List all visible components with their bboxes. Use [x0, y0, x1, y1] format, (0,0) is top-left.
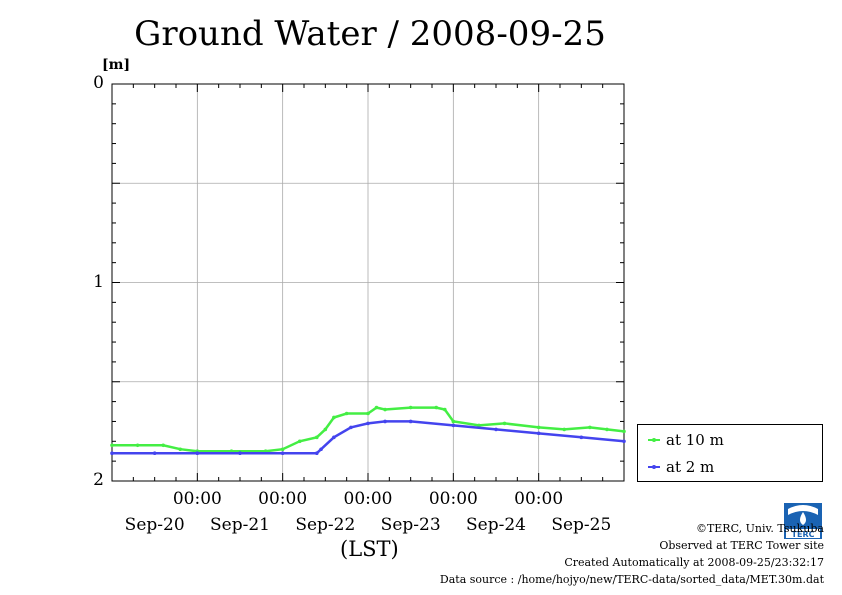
x-tick-time-label: 00:00 [343, 489, 393, 509]
data-point [344, 411, 349, 416]
terc-logo-text: TERC [792, 530, 815, 539]
data-point [110, 451, 114, 456]
data-point [280, 447, 285, 452]
y-axis-unit: [m] [102, 57, 131, 73]
data-point [605, 427, 609, 432]
data-point [280, 451, 285, 456]
data-point [588, 425, 592, 430]
footer-created: Created Automatically at 2008-09-25/23:3… [564, 556, 824, 569]
data-point [383, 407, 387, 412]
data-point [332, 415, 336, 420]
x-tick-time-label: 00:00 [428, 489, 478, 509]
data-point [579, 435, 584, 440]
data-point [323, 427, 328, 432]
data-point [383, 419, 387, 424]
x-tick-date-label: Sep-22 [295, 515, 356, 535]
data-point [135, 443, 140, 448]
data-point [238, 451, 242, 456]
y-tick-label: 2 [93, 470, 104, 490]
legend-label-10m: at 10 m [666, 431, 724, 449]
data-point [195, 451, 200, 456]
data-point [315, 451, 319, 456]
y-tick-label: 0 [93, 73, 104, 93]
data-point [477, 423, 481, 428]
data-point [178, 447, 183, 452]
data-point [408, 419, 413, 424]
terc-logo-icon: TERC [784, 503, 822, 539]
legend: at 10 m at 2 m [637, 424, 823, 482]
data-point [349, 425, 353, 430]
x-tick-date-label: Sep-23 [380, 515, 441, 535]
x-tick-date-label: Sep-25 [551, 515, 612, 535]
y-tick-label: 1 [93, 271, 104, 292]
data-point [366, 421, 370, 426]
data-point [332, 435, 336, 440]
legend-item-10m: at 10 m [648, 431, 724, 449]
data-point [434, 405, 439, 410]
data-point [315, 435, 319, 440]
x-tick-date-label: Sep-21 [210, 515, 270, 535]
data-point [622, 439, 626, 444]
data-point [319, 447, 323, 452]
data-point [451, 423, 456, 428]
data-point [502, 421, 507, 426]
x-tick-date-label: Sep-24 [466, 515, 526, 535]
footer-observed: Observed at TERC Tower site [659, 539, 824, 552]
data-point [110, 443, 114, 448]
footer-copyright: ©TERC, Univ. Tsukuba [695, 522, 824, 535]
x-tick-time-label: 00:00 [172, 489, 222, 509]
x-tick-date-label: Sep-20 [124, 515, 185, 535]
x-axis-label: (LST) [340, 537, 399, 561]
legend-swatch-2m [648, 465, 660, 469]
data-point [536, 425, 541, 430]
legend-label-2m: at 2 m [666, 458, 715, 476]
x-tick-time-label: 00:00 [258, 489, 308, 509]
data-point [451, 419, 456, 424]
data-point [494, 427, 498, 432]
data-point [536, 431, 541, 436]
data-point [443, 407, 447, 412]
data-point [622, 429, 626, 434]
data-point [374, 405, 379, 410]
legend-swatch-10m [648, 438, 660, 442]
footer-source: Data source : /home/hojyo/new/TERC-data/… [439, 573, 824, 586]
data-point [297, 439, 302, 444]
x-tick-time-label: 00:00 [514, 489, 564, 509]
data-point [562, 427, 567, 432]
data-point [161, 443, 165, 448]
data-point [152, 451, 157, 456]
data-point [408, 405, 413, 410]
data-point [366, 411, 370, 416]
chart-title: Ground Water / 2008-09-25 [134, 14, 606, 54]
legend-item-2m: at 2 m [648, 458, 714, 476]
